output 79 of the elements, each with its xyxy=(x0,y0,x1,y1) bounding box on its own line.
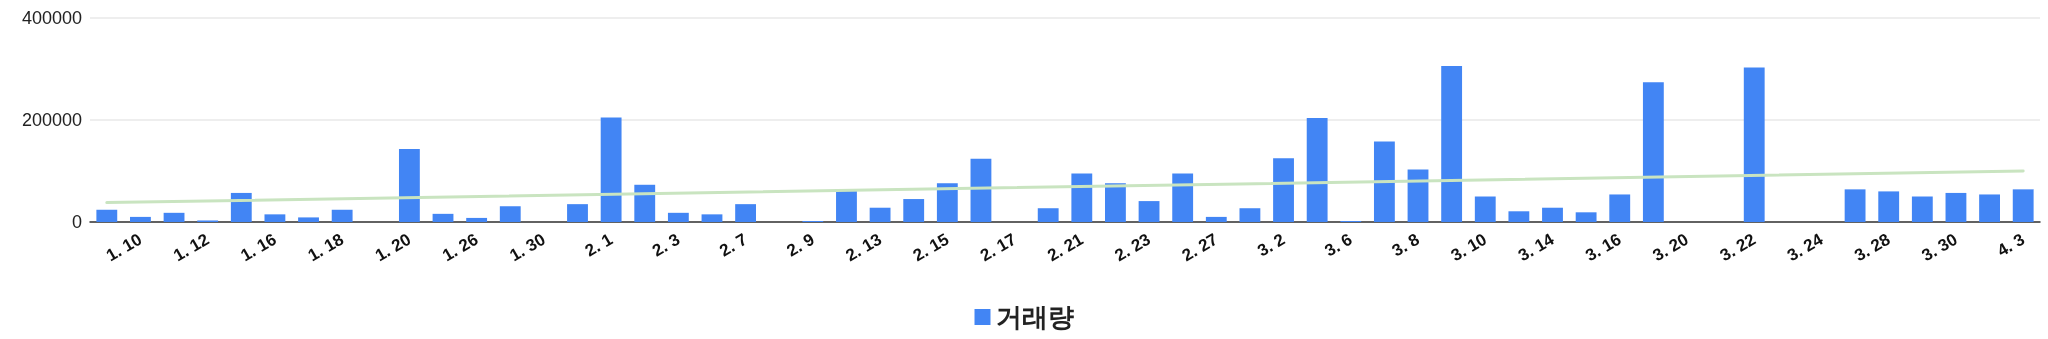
bar xyxy=(1979,194,2000,222)
bar xyxy=(1945,192,1967,222)
bar xyxy=(1911,196,1933,222)
bar xyxy=(298,217,319,222)
bar xyxy=(96,209,118,222)
bar xyxy=(398,149,420,222)
bar xyxy=(1441,65,1463,222)
bar xyxy=(1373,141,1395,222)
x-tick-label: 3. 22 xyxy=(1716,229,1759,266)
bar xyxy=(1306,117,1328,222)
x-tick-label: 4. 3 xyxy=(1993,229,2028,261)
bar xyxy=(466,217,488,222)
bar xyxy=(667,212,689,222)
x-tick-label: 1. 26 xyxy=(439,229,482,266)
y-tick-label: 400000 xyxy=(21,8,82,28)
x-tick-label: 3. 2 xyxy=(1254,229,1289,261)
y-tick-label: 0 xyxy=(71,212,82,232)
bar xyxy=(2012,189,2034,222)
x-tick-label: 3. 6 xyxy=(1321,229,1356,261)
x-tick-label: 2. 7 xyxy=(716,229,751,261)
bar xyxy=(1105,183,1126,222)
bar xyxy=(163,212,185,222)
bar xyxy=(1743,67,1765,222)
bar xyxy=(970,158,992,222)
bar xyxy=(1844,189,1866,222)
legend-label: 거래량 xyxy=(995,302,1074,332)
bar xyxy=(1575,212,1597,222)
bar xyxy=(331,209,353,222)
x-tick-label: 1. 16 xyxy=(237,229,280,266)
bar xyxy=(1878,191,1900,222)
bar xyxy=(1037,208,1059,222)
x-tick-label: 3. 16 xyxy=(1582,229,1625,266)
x-tick-label: 3. 28 xyxy=(1851,229,1894,266)
x-tick-label: 3. 24 xyxy=(1784,229,1827,266)
bar xyxy=(869,207,891,222)
bar xyxy=(1407,169,1429,222)
x-tick-label: 3. 30 xyxy=(1918,229,1961,266)
bar xyxy=(1508,211,1530,222)
bar xyxy=(1205,216,1227,222)
bar xyxy=(936,183,958,222)
x-tick-label: 3. 20 xyxy=(1649,229,1692,266)
x-tick-label: 2. 21 xyxy=(1044,229,1087,266)
x-tick-label: 1. 10 xyxy=(102,229,146,266)
bar xyxy=(130,216,151,222)
x-tick-label: 2. 23 xyxy=(1111,229,1154,266)
x-tick-label: 1. 20 xyxy=(371,229,415,266)
x-tick-label: 2. 1 xyxy=(581,229,616,261)
bar xyxy=(634,184,656,222)
bar xyxy=(1273,158,1294,222)
x-tick-label: 2. 9 xyxy=(783,229,818,261)
bar xyxy=(1239,208,1261,222)
bar xyxy=(1071,173,1093,222)
x-tick-label: 2. 13 xyxy=(842,229,885,266)
bar xyxy=(701,214,723,222)
bar xyxy=(1609,194,1631,222)
x-tick-label: 2. 3 xyxy=(649,229,684,261)
x-tick-label: 3. 10 xyxy=(1447,229,1491,266)
x-tick-label: 3. 8 xyxy=(1388,229,1423,261)
bar xyxy=(567,204,588,222)
bar xyxy=(1474,196,1496,222)
x-tick-label: 2. 27 xyxy=(1178,229,1222,266)
x-tick-label: 1. 30 xyxy=(506,229,549,266)
bar xyxy=(264,214,286,222)
bar xyxy=(836,189,857,222)
bar xyxy=(1138,201,1160,222)
bar xyxy=(499,206,521,222)
x-tick-label: 1. 12 xyxy=(170,229,213,266)
x-tick-label: 3. 14 xyxy=(1515,229,1558,266)
x-tick-label: 1. 18 xyxy=(304,229,347,266)
bar xyxy=(1172,173,1194,222)
x-tick-label: 2. 17 xyxy=(977,229,1020,266)
bar xyxy=(1542,207,1563,222)
bar xyxy=(1642,82,1664,222)
y-tick-label: 200000 xyxy=(21,110,82,130)
bar xyxy=(735,204,757,222)
x-tick-label: 2. 15 xyxy=(909,229,953,266)
bar xyxy=(432,213,454,222)
bar xyxy=(600,117,622,222)
bar xyxy=(903,199,925,222)
